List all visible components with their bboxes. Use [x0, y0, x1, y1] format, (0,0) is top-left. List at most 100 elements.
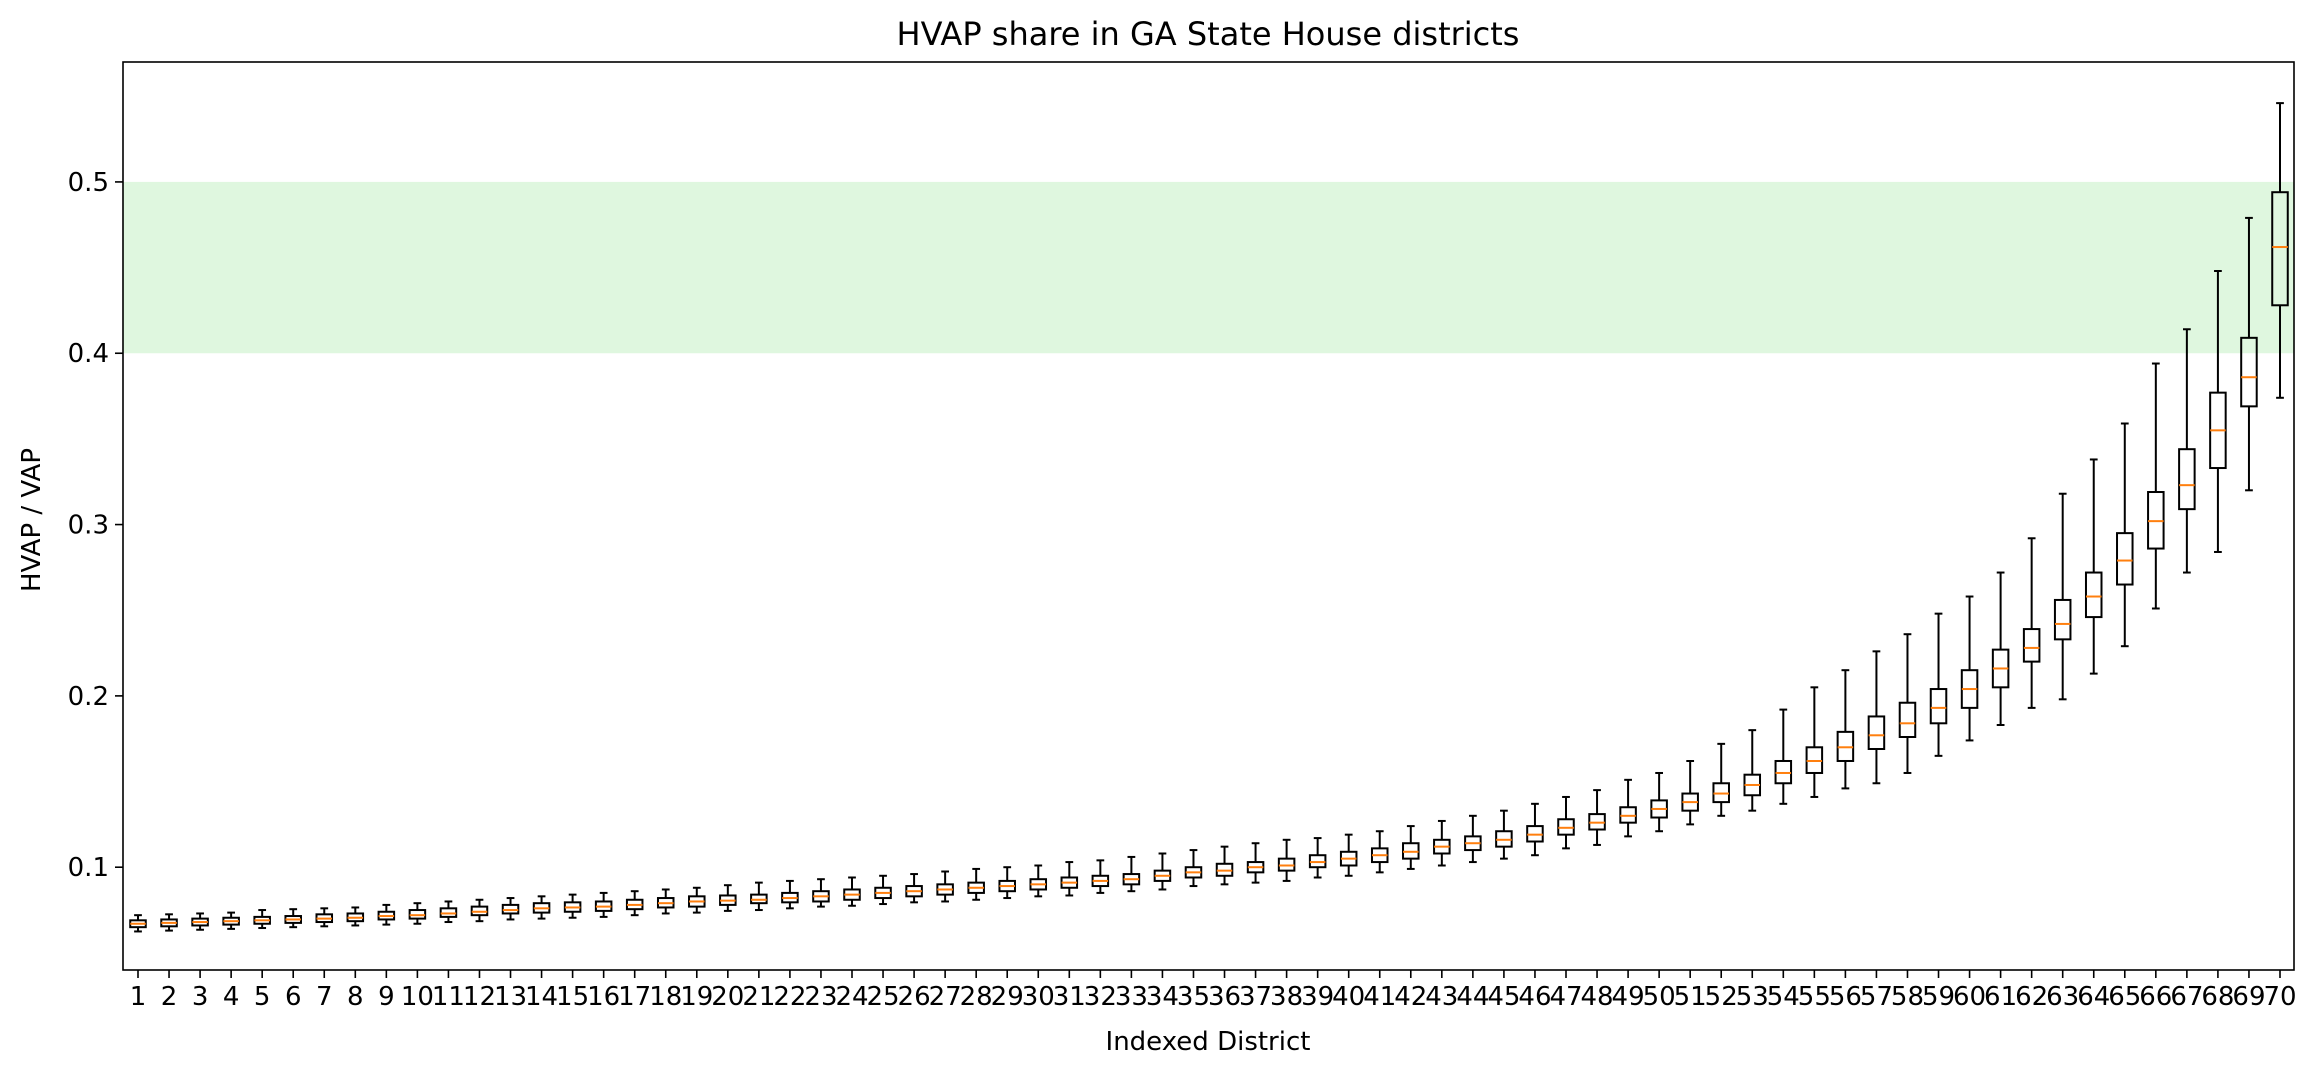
x-tick-label: 26 — [898, 982, 931, 1012]
box-district-13 — [501, 897, 520, 921]
box-district-23 — [812, 878, 830, 908]
box-district-27 — [936, 870, 954, 903]
box-district-38 — [1277, 838, 1296, 882]
box-district-16 — [594, 891, 613, 918]
box-district-22 — [781, 879, 799, 910]
iqr-box — [1929, 688, 1948, 725]
box-district-12 — [470, 898, 489, 923]
box-district-66 — [2147, 362, 2165, 610]
iqr-box — [1898, 701, 1917, 739]
x-tick-label: 25 — [866, 982, 899, 1012]
y-tick-label: 0.1 — [68, 853, 109, 883]
x-axis-label: Indexed District — [1106, 1027, 1311, 1057]
box-district-31 — [1060, 861, 1079, 897]
box-district-47 — [1557, 795, 1575, 850]
box-district-29 — [998, 866, 1016, 900]
x-tick-label: 69 — [2232, 982, 2265, 1012]
x-tick-label: 9 — [378, 982, 395, 1012]
x-tick-label: 65 — [2108, 982, 2141, 1012]
iqr-box — [2084, 571, 2103, 619]
box-district-44 — [1464, 814, 1482, 864]
box-district-60 — [1960, 595, 1979, 742]
x-tick-label: 8 — [347, 982, 364, 1012]
iqr-box — [2022, 628, 2041, 663]
box-district-62 — [2022, 537, 2041, 709]
box-district-21 — [750, 881, 768, 912]
x-tick-label: 13 — [494, 982, 527, 1012]
box-district-52 — [1712, 742, 1730, 817]
x-tick-label: 43 — [1425, 982, 1458, 1012]
box-district-51 — [1681, 759, 1699, 826]
highlight-band-layer — [123, 181, 2294, 354]
box-district-63 — [2053, 492, 2072, 701]
x-tick-label: 64 — [2077, 982, 2110, 1012]
box-district-2 — [160, 913, 178, 932]
box-district-57 — [1867, 650, 1886, 785]
box-district-46 — [1526, 802, 1544, 857]
x-tick-label: 68 — [2201, 982, 2234, 1012]
iqr-box — [2053, 598, 2072, 641]
x-tick-label: 57 — [1860, 982, 1893, 1012]
box-district-50 — [1650, 771, 1668, 833]
x-tick-label: 22 — [773, 982, 806, 1012]
box-layer — [129, 102, 2289, 933]
iqr-box — [2240, 336, 2258, 408]
box-district-15 — [563, 893, 582, 919]
box-district-25 — [874, 874, 892, 906]
x-tick-label: 34 — [1146, 982, 1179, 1012]
iqr-box — [2116, 532, 2134, 586]
x-tick-label: 46 — [1518, 982, 1551, 1012]
x-tick-label: 14 — [525, 982, 558, 1012]
box-district-35 — [1184, 849, 1203, 888]
box-district-20 — [719, 884, 737, 912]
x-tick-label: 50 — [1643, 982, 1676, 1012]
x-axis-ticks: 1 2 3 4 5 6 7 8 9 1011121314151617181920212223242… — [130, 970, 2297, 1012]
x-tick-label: 55 — [1798, 982, 1831, 1012]
box-district-1 — [129, 914, 147, 933]
box-district-32 — [1091, 859, 1110, 894]
chart-title: HVAP share in GA State House districts — [897, 15, 1520, 53]
box-district-56 — [1836, 669, 1855, 790]
x-tick-label: 28 — [960, 982, 993, 1012]
box-district-33 — [1122, 855, 1141, 893]
x-tick-label: 1 — [130, 982, 147, 1012]
box-district-67 — [2178, 328, 2196, 574]
y-axis-ticks: 0.1 0.2 0.3 0.4 0.5 — [68, 168, 123, 883]
box-district-39 — [1308, 837, 1327, 879]
iqr-box — [2271, 191, 2289, 307]
x-tick-label: 10 — [401, 982, 434, 1012]
box-district-61 — [1991, 571, 2010, 727]
x-tick-label: 53 — [1736, 982, 1769, 1012]
x-tick-label: 54 — [1767, 982, 1800, 1012]
iqr-box — [2178, 448, 2196, 511]
x-tick-label: 37 — [1239, 982, 1272, 1012]
box-district-14 — [532, 895, 551, 920]
x-tick-label: 3 — [192, 982, 209, 1012]
box-district-70 — [2271, 102, 2289, 399]
x-tick-label: 5 — [254, 982, 271, 1012]
x-tick-label: 47 — [1549, 982, 1582, 1012]
x-tick-label: 23 — [804, 982, 837, 1012]
y-tick-label: 0.2 — [68, 682, 109, 712]
x-tick-label: 41 — [1363, 982, 1396, 1012]
y-tick-label: 0.4 — [68, 339, 109, 369]
x-tick-label: 33 — [1115, 982, 1148, 1012]
x-tick-label: 56 — [1829, 982, 1862, 1012]
x-tick-label: 4 — [223, 982, 240, 1012]
plot-frame — [122, 61, 2295, 971]
x-tick-label: 44 — [1456, 982, 1489, 1012]
x-tick-label: 2 — [161, 982, 178, 1012]
box-district-55 — [1805, 686, 1824, 798]
box-district-9 — [377, 903, 396, 926]
box-district-6 — [284, 908, 302, 929]
box-district-54 — [1774, 708, 1793, 805]
box-district-8 — [346, 906, 365, 927]
x-tick-label: 31 — [1053, 982, 1086, 1012]
x-tick-label: 52 — [1705, 982, 1738, 1012]
x-tick-label: 24 — [835, 982, 868, 1012]
box-district-41 — [1370, 830, 1389, 874]
box-district-4 — [222, 911, 240, 930]
x-tick-label: 39 — [1301, 982, 1334, 1012]
x-tick-label: 21 — [742, 982, 775, 1012]
